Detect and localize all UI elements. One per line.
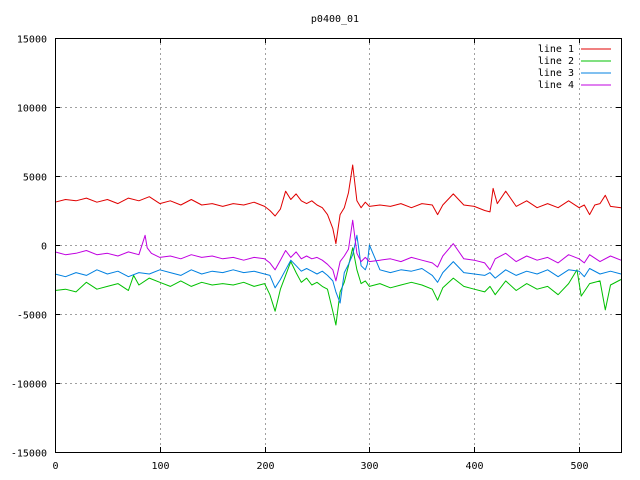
- y-tick-label: -10000: [11, 380, 47, 391]
- x-tick-label: 400: [465, 461, 483, 472]
- series-line-3: [54, 234, 622, 304]
- x-tick-label: 100: [151, 461, 169, 472]
- series-line-4: [54, 219, 622, 282]
- series-line-1: [54, 164, 622, 245]
- y-tick-label: -15000: [11, 449, 47, 460]
- x-tick-label: 0: [52, 461, 58, 472]
- legend-label-1: line 1: [538, 44, 574, 55]
- y-tick-label: 15000: [17, 35, 47, 46]
- y-tick-label: 5000: [23, 173, 47, 184]
- axis-ticks: 0 100 200 300 400 500 -15000 -10000 -5000 0 5000 10…: [11, 35, 621, 472]
- legend-label-3: line 3: [538, 68, 574, 79]
- series-line-2: [54, 247, 622, 326]
- y-tick-label: -5000: [17, 311, 47, 322]
- x-tick-label: 500: [570, 461, 588, 472]
- y-tick-label: 10000: [17, 104, 47, 115]
- chart-title: p0400_01: [311, 14, 359, 25]
- series-layer: [54, 164, 622, 326]
- legend-label-2: line 2: [538, 56, 574, 67]
- x-tick-label: 200: [256, 461, 274, 472]
- legend-label-4: line 4: [538, 80, 574, 91]
- grid: [55, 38, 621, 452]
- x-tick-label: 300: [360, 461, 378, 472]
- y-tick-label: 0: [41, 242, 47, 253]
